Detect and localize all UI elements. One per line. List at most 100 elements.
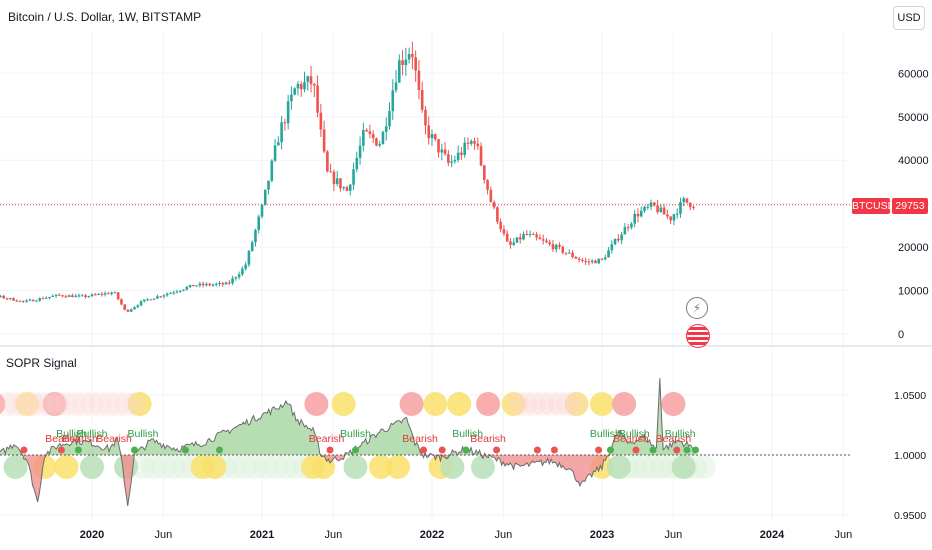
signal-label-bullish: Bullish (452, 428, 483, 440)
candle-body (653, 202, 656, 206)
candle-body (195, 285, 198, 287)
candle-body (630, 223, 633, 228)
candle-body (473, 140, 476, 144)
sopr-tick-label: 1.0500 (894, 390, 926, 402)
sopr-signal-dot (607, 446, 614, 454)
candle-body (636, 213, 640, 217)
time-tick-label: Jun (665, 529, 683, 541)
sopr-signal-dot (420, 446, 427, 454)
candle-body (286, 101, 290, 124)
price-tick-label: 60000 (898, 68, 929, 80)
candle-body (407, 54, 411, 60)
candle-body (126, 309, 130, 312)
candle-body (643, 206, 646, 211)
candle-body (306, 76, 310, 82)
signal-label-bullish: Bullish (590, 428, 621, 440)
signal-circle-trail (63, 392, 87, 416)
signal-circle-trail (522, 392, 546, 416)
time-tick-label: 2021 (250, 529, 274, 541)
candle-body (479, 146, 483, 166)
candle-body (581, 259, 584, 261)
candle-body (499, 221, 502, 230)
candle-body (309, 76, 313, 85)
candle-body (67, 295, 71, 297)
price-tick-label: 10000 (898, 286, 929, 298)
time-tick-label: Jun (325, 529, 343, 541)
signal-label-bullish: Bullish (619, 428, 650, 440)
candle-body (518, 237, 522, 240)
sopr-signal-dot (438, 446, 446, 454)
candle-body (607, 250, 610, 258)
time-tick-label: Jun (155, 529, 173, 541)
us-flag-icon[interactable] (686, 324, 710, 348)
sopr-signal-dot (683, 446, 691, 454)
candle-body (273, 145, 277, 161)
signal-circle (3, 455, 28, 479)
sopr-signal-labels: BearishBullishBearishBullishBearishBulli… (45, 428, 696, 445)
signal-label-bearish: Bearish (470, 433, 506, 445)
candle-body (646, 206, 650, 208)
candle-body (303, 81, 306, 90)
last-price-symbol: BTCUSD (852, 198, 896, 214)
candle-body (192, 284, 195, 287)
candle-body (97, 293, 100, 295)
signal-circle (501, 392, 526, 416)
candle-body (404, 59, 408, 66)
candle-body (509, 241, 512, 245)
candle-body (218, 283, 221, 285)
candle-body (221, 283, 225, 285)
candle-body (293, 88, 296, 95)
candle-body (113, 292, 117, 294)
time-tick-label: Jun (495, 529, 513, 541)
candle-body (577, 258, 581, 260)
candle-body (492, 202, 496, 208)
sopr-signal-dot (550, 446, 558, 454)
price-tick-label: 0 (898, 329, 904, 341)
candle-body (597, 258, 601, 264)
signal-circle (331, 392, 356, 416)
candle-body (633, 213, 636, 224)
candle-body (669, 216, 672, 221)
candle-body (41, 298, 45, 300)
candle-body (692, 207, 695, 209)
candle-body (313, 84, 316, 86)
candle-body (214, 283, 218, 285)
candle-body (139, 301, 143, 306)
candle-body (2, 295, 6, 299)
signal-circle-trail (46, 392, 70, 416)
candle-body (260, 204, 264, 217)
signal-circle-trail (122, 392, 147, 416)
signal-label-bearish: Bearish (45, 433, 81, 445)
signal-circle (15, 392, 40, 416)
candle-body (123, 304, 126, 310)
candle-body (623, 227, 627, 235)
candle-body (283, 122, 287, 124)
signal-circle-trail (105, 392, 130, 416)
candle-body (656, 205, 659, 213)
signal-label-bearish: Bearish (613, 433, 649, 445)
candle-body (538, 237, 542, 240)
currency-button[interactable]: USD (893, 6, 925, 30)
candle-body (136, 305, 140, 308)
candle-body (129, 309, 133, 312)
candle-body (685, 198, 689, 203)
candle-body (378, 144, 381, 146)
candle-body (280, 122, 283, 143)
candle-body (594, 260, 597, 264)
candle-body (603, 257, 607, 260)
lightning-icon[interactable]: ⚡ (686, 297, 708, 319)
signal-circle (440, 455, 465, 479)
candle-body (198, 283, 202, 286)
candle-body (414, 57, 417, 71)
sopr-signal-dot (649, 446, 657, 454)
candle-body (424, 109, 427, 126)
candle-body (590, 260, 594, 262)
candle-body (241, 268, 244, 275)
candle-body (103, 293, 107, 295)
sopr-signal-dot (74, 446, 82, 454)
sopr-signal-dot (632, 446, 640, 454)
candle-body (120, 299, 123, 305)
candle-body (460, 152, 463, 155)
candle-body (162, 295, 166, 297)
